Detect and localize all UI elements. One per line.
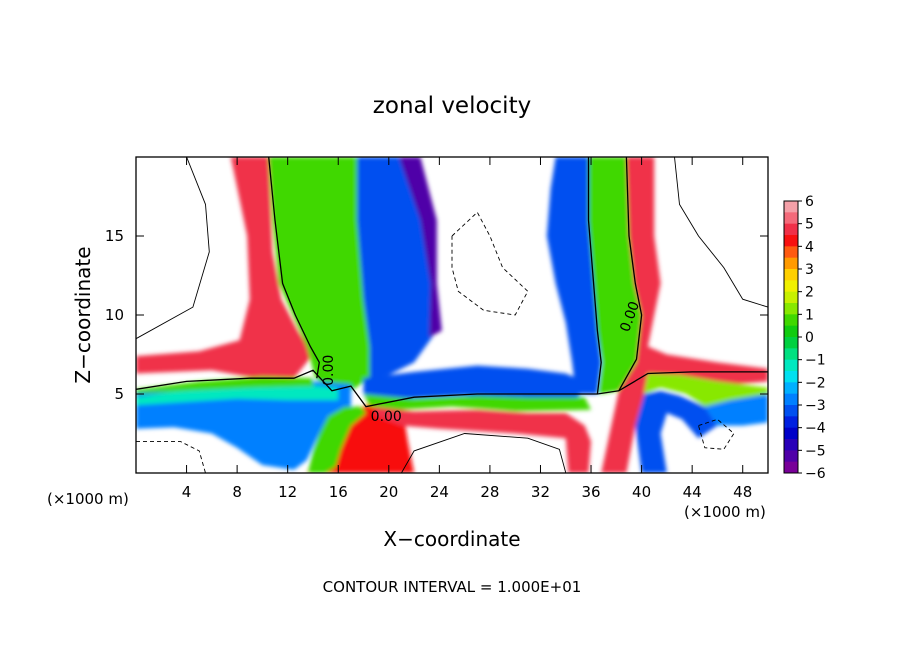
contour-dashed-contour-center: [451, 211, 529, 316]
region-green-band-right: [644, 373, 768, 407]
colorbar-swatch-7: [784, 280, 798, 293]
colorbar-swatch-14: [784, 359, 798, 372]
colorbar-tick-label-11: −5: [805, 443, 826, 459]
colorbar-swatch-22: [784, 450, 798, 463]
colorbar-tick-label-2: 4: [805, 239, 814, 255]
x-tick-label-28: 28: [480, 483, 499, 501]
colorbar-tick-label-3: 3: [805, 262, 814, 278]
x-axis-label: X−coordinate: [383, 527, 520, 551]
x-axis-ticks: 4 8 12 16 20 24 28 32 36 40 44 48: [182, 157, 752, 501]
x-unit-label-left: (×1000 m): [47, 490, 129, 508]
contour-zero-contour-center-column: [587, 157, 602, 395]
colorbar-swatch-8: [784, 291, 798, 304]
colorbar-swatch-6: [784, 269, 798, 281]
region-green-band-center: [363, 394, 591, 412]
x-tick-label-8: 8: [232, 483, 242, 501]
contour-label-0: 0.00: [321, 355, 337, 386]
colorbar-tick-label-0: 6: [805, 194, 814, 210]
colorbar-swatch-13: [784, 348, 798, 361]
colorbar-swatch-15: [784, 371, 798, 383]
chart-title: zonal velocity: [373, 93, 531, 119]
region-red-column-right: [601, 157, 768, 473]
colorbar-swatch-3: [784, 235, 798, 247]
colorbar-tick-label-5: 1: [805, 307, 814, 323]
colorbar-swatch-0: [784, 201, 798, 213]
colorbar-tick-label-9: −3: [805, 398, 826, 414]
region-blue-band-right: [635, 390, 718, 473]
x-tick-label-48: 48: [733, 483, 752, 501]
colorbar-swatch-1: [784, 212, 798, 225]
region-green-wedge-bottom: [307, 406, 366, 473]
x-tick-label-44: 44: [683, 483, 702, 501]
colorbar-swatch-4: [784, 246, 798, 259]
colorbar-swatch-10: [784, 314, 798, 327]
colorbar-tick-label-1: 5: [805, 217, 814, 233]
colorbar-swatch-21: [784, 439, 798, 451]
colorbar-swatch-18: [784, 405, 798, 417]
colorbar-swatch-2: [784, 223, 798, 236]
contour-dashed-contour-bottom-left: [136, 440, 206, 473]
x-tick-label-20: 20: [379, 483, 398, 501]
colorbar-swatch-19: [784, 416, 798, 429]
colorbar-swatch-20: [784, 427, 798, 440]
region-green-column: [268, 157, 370, 391]
region-blue-band-lower-left: [136, 381, 351, 470]
region-green-band-lower-left: [136, 376, 313, 394]
region-red-column-left: [136, 157, 313, 379]
colorbar-frame: [783, 200, 799, 474]
y-tick-label-5: 5: [114, 385, 124, 403]
colorbar-swatch-9: [784, 303, 798, 315]
x-tick-label-24: 24: [430, 483, 449, 501]
colorbar-tick-label-4: 2: [805, 285, 814, 301]
contour-interval-note: CONTOUR INTERVAL = 1.000E+01: [323, 578, 582, 596]
region-blue-column-left: [357, 157, 437, 379]
y-axis-label: Z−coordinate: [71, 246, 95, 383]
colorbar-swatch-12: [784, 337, 798, 349]
y-tick-label-15: 15: [105, 227, 124, 245]
colorbar: 6 5 4 3 2 1 0 −1 −2 −3 −4 −5 −6: [784, 194, 826, 482]
contour-dashed-contour-bottom-right: [698, 418, 735, 450]
colorbar-swatch-23: [784, 461, 798, 474]
colorbar-swatch-16: [784, 382, 798, 395]
x-tick-label-36: 36: [581, 483, 600, 501]
region-red-band-center: [373, 406, 591, 473]
region-blue-band-far-right: [704, 394, 768, 426]
colorbar-tick-label-7: −1: [805, 353, 826, 369]
colorbar-tick-label-12: −6: [805, 466, 826, 482]
field-regions: [136, 157, 768, 473]
y-axis-ticks: 5 10 15: [105, 227, 768, 403]
colorbar-swatch-5: [784, 257, 798, 270]
region-blue-column-right: [546, 157, 602, 394]
contour-lines: [136, 157, 768, 473]
colorbar-tick-label-10: −4: [805, 421, 826, 437]
contour-zero-contour-left-column: [268, 157, 320, 379]
colorbar-tick-label-8: −2: [805, 375, 826, 391]
colorbar-swatch-11: [784, 325, 798, 338]
region-purple-edge-left: [398, 157, 442, 338]
x-tick-label-32: 32: [531, 483, 550, 501]
x-unit-label-right: (×1000 m): [684, 503, 766, 521]
colorbar-swatch-17: [784, 393, 798, 406]
contour-thin-contour-bottom: [401, 433, 567, 473]
contour-thin-contour-upper-left: [136, 157, 210, 340]
x-tick-label-4: 4: [182, 483, 192, 501]
colorbar-tick-label-6: 0: [805, 330, 814, 346]
contour-thin-contour-upper-right: [674, 157, 768, 308]
contour-zero-contour-low: [136, 369, 768, 408]
contour-zero-contour-right-column: [618, 157, 643, 392]
region-blue-band-center: [363, 365, 585, 399]
x-tick-label-40: 40: [632, 483, 651, 501]
x-tick-label-12: 12: [278, 483, 297, 501]
x-tick-label-16: 16: [329, 483, 348, 501]
y-tick-label-10: 10: [105, 306, 124, 324]
contour-label-1: 0.00: [371, 409, 402, 425]
